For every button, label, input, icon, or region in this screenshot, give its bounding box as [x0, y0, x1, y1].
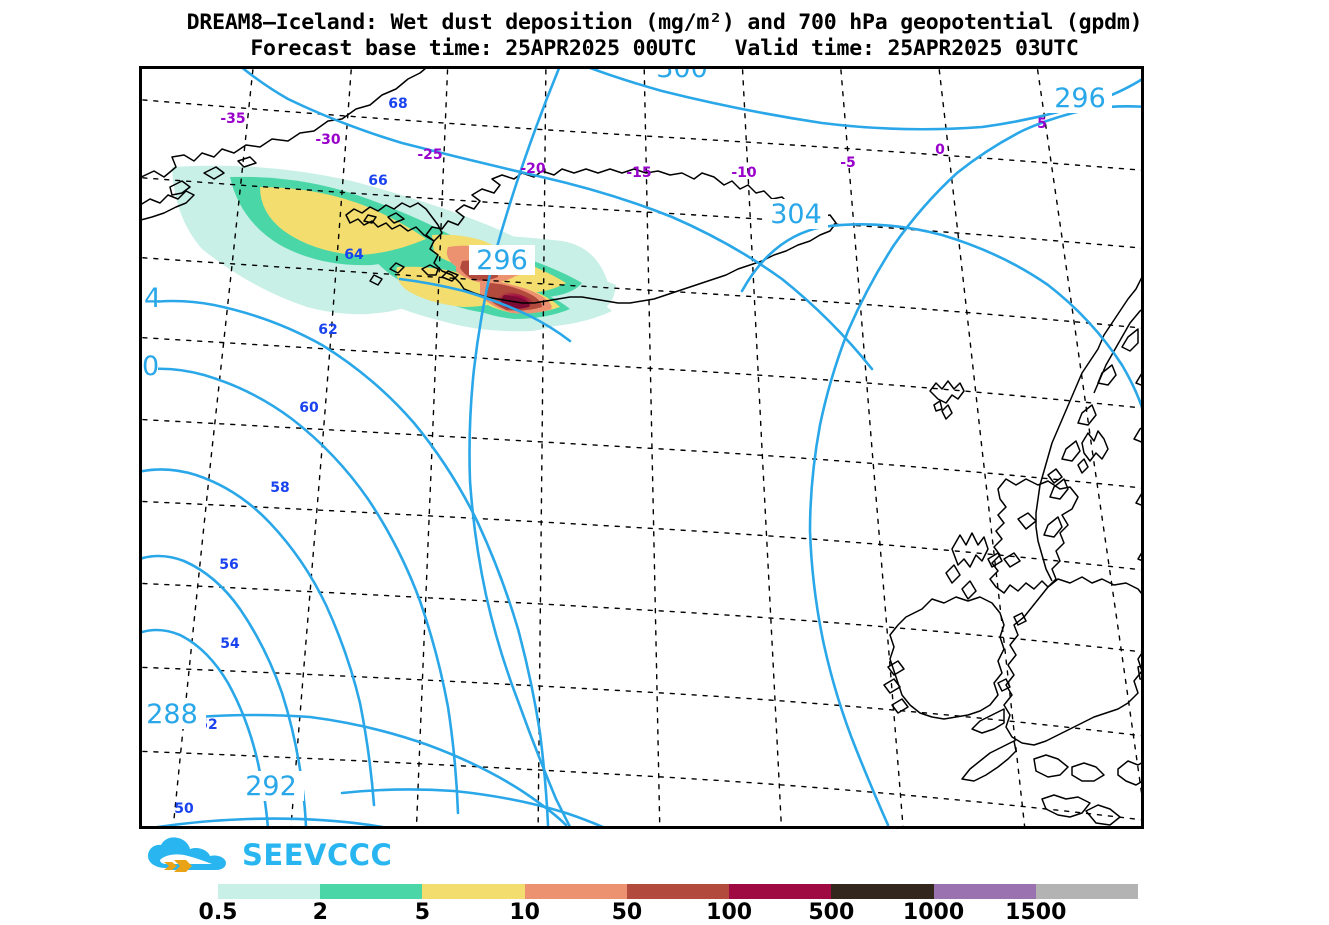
lon-label: -10	[731, 165, 757, 181]
colorbar-segment	[218, 884, 321, 899]
geopotential-label: 296	[476, 245, 528, 276]
colorbar-tick-label: 0.5	[198, 900, 238, 925]
geopotential-label: 0	[142, 351, 159, 382]
lat-label: 68	[388, 96, 407, 112]
geopotential-label: 296	[1054, 83, 1106, 114]
lon-label: -30	[315, 132, 341, 148]
longitude-labels: -35 -30 -25 -20 -15 -10 -5 0 5	[220, 111, 1047, 181]
lat-label: 56	[219, 557, 238, 573]
page-subtitle: Forecast base time: 25APR2025 00UTC Vali…	[250, 36, 1079, 61]
lon-label: 0	[935, 142, 945, 158]
geopotential-label: 300	[656, 69, 708, 84]
colorbar-segment	[729, 884, 832, 899]
colorbar-labels: 0.5 2 5 10 50 100 500 1000 1500	[199, 900, 1138, 925]
coastlines	[142, 69, 1141, 826]
colorbar-segment	[320, 884, 423, 899]
chart-title-block: DREAM8—Iceland: Wet dust deposition (mg/…	[0, 10, 1329, 62]
colorbar-segment	[933, 884, 1036, 899]
geopotential-label: 292	[245, 771, 297, 802]
colorbar-tick-label: 1500	[1005, 900, 1067, 925]
lon-label: -15	[626, 165, 651, 181]
lat-label: 62	[318, 322, 337, 338]
geopotential-label: 4	[144, 283, 161, 314]
lat-label: 60	[299, 400, 319, 416]
colorbar-segment	[524, 884, 627, 899]
dust-deposition-shading	[172, 165, 616, 332]
lat-label: 50	[174, 801, 194, 817]
geopotential-label: 288	[146, 699, 198, 730]
colorbar-tick-label: 1000	[902, 900, 965, 925]
lon-label: 5	[1037, 116, 1047, 132]
lat-label: 66	[368, 173, 387, 189]
colorbar-tick-label: 5	[414, 900, 431, 925]
geopotential-label: 304	[770, 199, 822, 230]
colorbar-segment	[1035, 884, 1138, 899]
colorbar-tick-label: 100	[706, 900, 753, 925]
cloud-with-arrow-icon	[148, 837, 226, 872]
colorbar-strip	[218, 884, 1138, 899]
colorbar-tick-label: 500	[808, 900, 855, 925]
lon-label: -25	[417, 147, 442, 163]
page-title: DREAM8—Iceland: Wet dust deposition (mg/…	[186, 10, 1143, 35]
graticule	[142, 69, 1141, 826]
colorbar-segment	[422, 884, 525, 899]
lon-label: -5	[840, 155, 856, 171]
colorbar-tick-label: 10	[509, 900, 540, 925]
latitude-labels: 68 66 64 62 60 58 56 54 52 50	[174, 96, 407, 817]
logo-text: SEEVCCC	[242, 838, 393, 872]
lat-label: 58	[270, 480, 289, 496]
lat-label: 54	[220, 636, 240, 652]
lon-label: -35	[220, 111, 245, 127]
colorbar-segment	[626, 884, 730, 899]
seevccc-logo: SEEVCCC	[146, 836, 392, 876]
colorbar-tick-label: 50	[611, 900, 643, 925]
lat-label: 64	[344, 247, 364, 263]
colorbar-segment	[831, 884, 934, 899]
lon-label: -20	[520, 161, 546, 177]
map-panel[interactable]: 68 66 64 62 60 58 56 54 52 50 -35 -30 -2…	[139, 66, 1144, 829]
map-canvas: 68 66 64 62 60 58 56 54 52 50 -35 -30 -2…	[142, 69, 1141, 826]
colorbar[interactable]: 0.5 2 5 10 50 100 500 1000 1500	[199, 884, 1138, 925]
geopotential-contour-labels: 300 296 304 296 4 0 288 292	[142, 69, 1112, 802]
colorbar-tick-label: 2	[312, 900, 328, 925]
